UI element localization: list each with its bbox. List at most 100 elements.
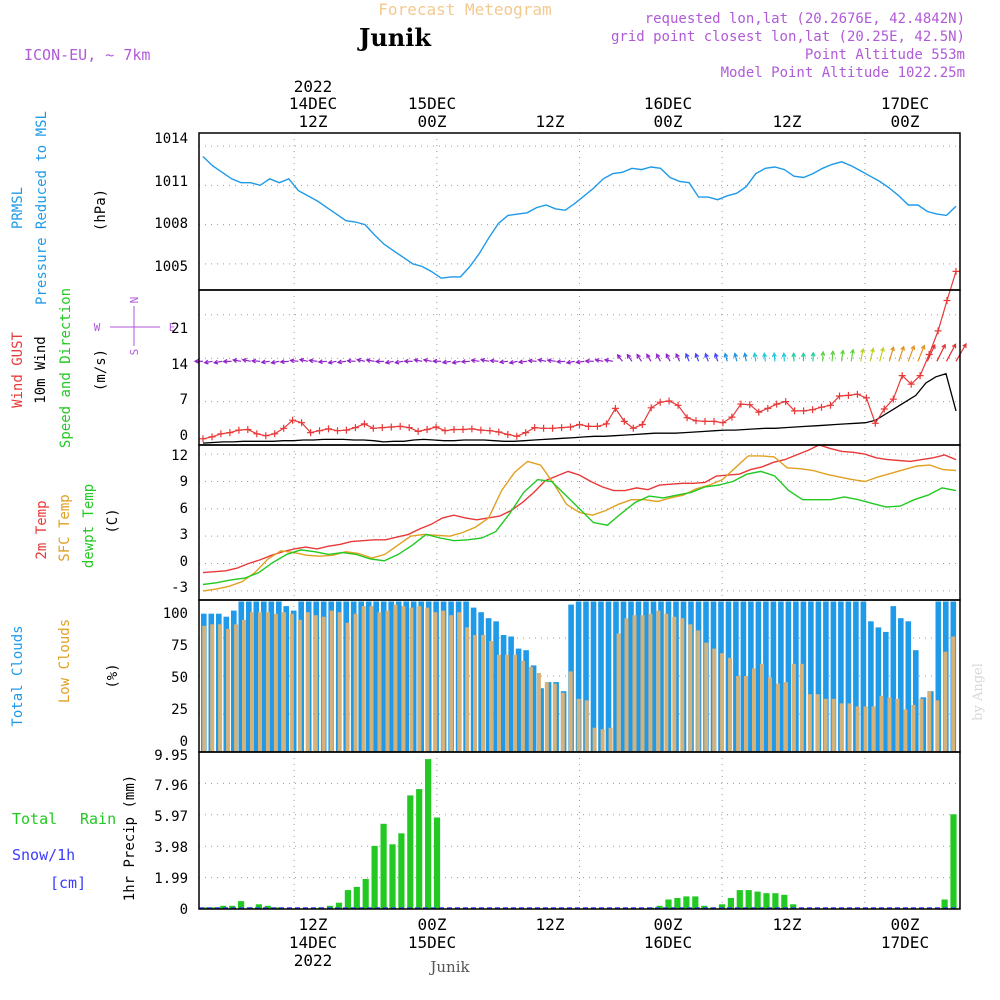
gust-marker-48 [629, 424, 637, 432]
low-cloud-bar-3 [226, 628, 231, 752]
compass-n: N [128, 297, 141, 304]
gust-marker-30 [468, 425, 476, 433]
wind-arrow-head-15 [336, 359, 343, 365]
precip-label-cm: [cm] [50, 874, 86, 892]
wind-arrow-head-34 [517, 359, 524, 365]
pressure-line [202, 155, 957, 279]
low-cloud-bar-51 [608, 727, 613, 752]
gust-marker-54 [683, 414, 691, 422]
t2m-line [202, 444, 957, 574]
wind-arrow-head-12 [308, 358, 314, 364]
low-cloud-bar-65 [720, 653, 725, 752]
grid-layer [199, 133, 960, 909]
precip-bar-8 [273, 907, 280, 909]
gust-marker-20 [378, 424, 386, 432]
precip-bar-23 [407, 795, 414, 909]
wind-arrow-44 [617, 354, 623, 362]
wind-arrow-head-59 [762, 352, 768, 358]
gust-marker-11 [298, 419, 306, 427]
watermark: by Angel [971, 663, 986, 721]
low-cloud-bar-37 [497, 654, 501, 752]
low-cloud-bar-34 [473, 635, 478, 752]
top-tick-2-line-0: 12Z [536, 112, 565, 131]
top-tick-3-line-1: 00Z [654, 112, 683, 131]
gust-marker-34 [504, 431, 512, 438]
wind-arrow-17 [357, 359, 366, 362]
low-cloud-bar-21 [369, 606, 374, 752]
gridpoint-coords: grid point closest lon,lat (20.25E, 42.5… [611, 29, 965, 45]
low-cloud-bar-61 [688, 624, 693, 752]
low-cloud-bar-88 [903, 709, 908, 752]
cloud-tick-50: 50 [171, 670, 188, 686]
precip-bar-58 [718, 904, 726, 909]
precip-bar-0 [202, 907, 209, 909]
gust-marker-56 [701, 417, 709, 425]
gust-marker-68 [809, 406, 817, 414]
low-cloud-bar-8 [265, 612, 270, 752]
precip-bar-64 [772, 893, 779, 909]
gust-marker-0 [199, 435, 207, 443]
precip-label-total: Total [12, 810, 57, 828]
wind-arrow-70 [869, 348, 874, 362]
low-cloud-bar-85 [879, 695, 884, 752]
wind-panel-labels: Wind GUST 10m Wind Speed and Direction (… [10, 288, 175, 448]
total-cloud-bar-94 [905, 621, 912, 752]
wind-arrow-73 [898, 346, 905, 362]
low-cloud-bar-58 [664, 613, 669, 752]
wind-arrow-head-70 [870, 347, 875, 353]
wind-arrow-42 [595, 359, 604, 362]
temp-panel-frame [198, 444, 961, 601]
total-cloud-bar-82 [815, 601, 822, 752]
low-cloud-bar-83 [863, 706, 868, 752]
pressure-tick-1008: 1008 [154, 216, 188, 232]
wind-arrow-40 [576, 360, 585, 364]
precip-tick-3: 5.97 [154, 809, 188, 825]
low-cloud-bar-89 [911, 704, 916, 752]
low-cloud-bar-48 [584, 700, 589, 752]
temp-tick-6: 6 [180, 501, 188, 517]
gust-marker-83 [943, 297, 951, 304]
panel-frames [198, 132, 961, 910]
total-cloud-bar-78 [785, 601, 792, 752]
wind-arrow-head-79 [962, 342, 967, 349]
wind-arrow-head-27 [451, 359, 457, 365]
low-cloud-bar-36 [489, 641, 494, 752]
gust-marker-36 [522, 429, 530, 437]
precip-bar-25 [425, 759, 432, 909]
wind-arrow-59 [763, 353, 766, 362]
total-cloud-bar-84 [830, 601, 837, 752]
total-cloud-bar-50 [575, 601, 582, 752]
wind-arrow-32 [500, 360, 509, 363]
wind-arrow-4 [233, 359, 242, 362]
wind-arrow-39 [566, 360, 575, 364]
wind-arrow-30 [480, 359, 490, 362]
wind-arrow-52 [695, 353, 700, 362]
wind-arrow-head-63 [800, 352, 806, 358]
bottom-tick-1-line-0: 00Z [418, 915, 447, 934]
low-cloud-bar-64 [712, 648, 717, 752]
wind-arrow-16 [347, 360, 356, 362]
precip-bar-63 [763, 893, 770, 909]
gust-marker-27 [441, 427, 449, 435]
total-cloud-bar-57 [628, 601, 634, 752]
precip-bars [199, 759, 960, 909]
temp-panel-labels: 2m Temp SFC Temp dewpt Temp (C) [34, 484, 121, 568]
precip-bar-20 [380, 823, 387, 909]
wind-arrow-head-77 [941, 343, 946, 349]
wind-arrow-head-71 [880, 346, 885, 352]
wind-arrow-7 [261, 360, 270, 363]
total-cloud-bar-83 [823, 601, 829, 752]
total-cloud-bar-81 [808, 601, 814, 752]
wind-arrow-head-37 [546, 358, 552, 364]
wind-arrow-head-39 [565, 359, 571, 365]
wind-arrow-2 [214, 360, 223, 364]
total-cloud-bar-76 [770, 601, 777, 752]
gust-marker-47 [620, 417, 628, 425]
gust-marker-14 [325, 425, 332, 433]
gust-marker-12 [307, 429, 315, 437]
gust-marker-77 [889, 395, 897, 403]
gust-marker-13 [316, 427, 323, 435]
wind-arrow-head-25 [432, 358, 438, 364]
wind-arrow-head-45 [626, 353, 632, 359]
wind-arrow-head-51 [685, 352, 690, 358]
